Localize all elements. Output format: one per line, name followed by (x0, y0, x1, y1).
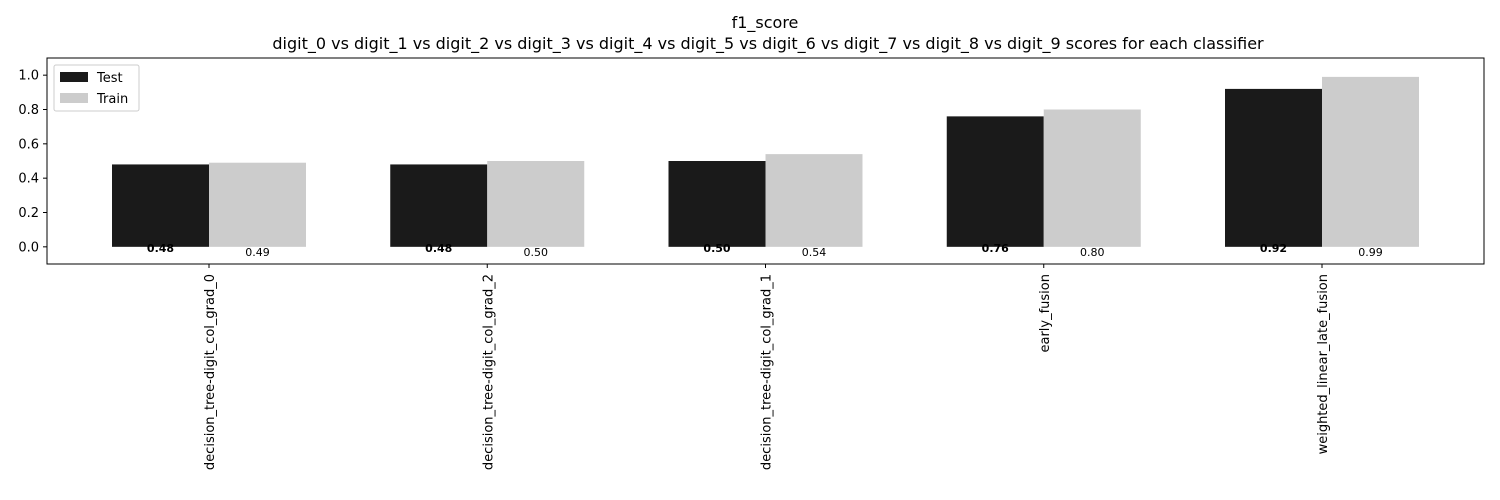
bar-test-2 (668, 161, 766, 247)
y-tick-label: 0.4 (18, 172, 39, 187)
data-label-test-1: 0.48 (425, 242, 452, 255)
y-tick-label: 0.6 (18, 137, 39, 152)
y-tick-label: 0.8 (18, 103, 39, 118)
category-label: weighted_linear_late_fusion (1316, 274, 1331, 454)
data-label-train-0: 0.49 (245, 246, 270, 259)
bar-train-4 (1322, 76, 1419, 247)
category-label: decision_tree-digit_col_grad_1 (760, 274, 775, 470)
data-label-train-2: 0.54 (802, 246, 827, 259)
data-label-test-0: 0.48 (147, 242, 174, 255)
data-label-train-1: 0.50 (524, 246, 549, 259)
data-label-train-3: 0.80 (1080, 246, 1105, 259)
bar-test-0 (112, 164, 209, 247)
bar-test-4 (1225, 88, 1322, 247)
category-label: early_fusion (1038, 274, 1053, 353)
bar-test-1 (390, 164, 488, 247)
bar-test-3 (946, 116, 1044, 247)
data-label-test-3: 0.76 (982, 242, 1009, 255)
legend-swatch-test (60, 72, 88, 82)
bars (112, 76, 1419, 247)
chart-title: f1_score (732, 13, 799, 33)
category-label: decision_tree-digit_col_grad_0 (203, 274, 218, 470)
legend-label-train: Train (96, 92, 128, 107)
bar-train-2 (765, 154, 863, 247)
bar-train-1 (487, 161, 585, 247)
chart-subtitle: digit_0 vs digit_1 vs digit_2 vs digit_3… (272, 34, 1264, 54)
legend-label-test: Test (96, 71, 123, 86)
bar-train-3 (1043, 109, 1141, 247)
y-tick-label: 0.2 (18, 206, 39, 221)
bar-train-0 (209, 162, 306, 247)
legend-swatch-train (60, 93, 88, 103)
y-axis: 0.0 0.2 0.4 0.6 0.8 1.0 (18, 69, 47, 255)
data-label-test-2: 0.50 (703, 242, 730, 255)
data-label-test-4: 0.92 (1260, 242, 1287, 255)
category-labels: decision_tree-digit_col_grad_0 decision_t… (203, 264, 1331, 470)
category-label: decision_tree-digit_col_grad_2 (481, 274, 496, 470)
y-tick-label: 1.0 (18, 69, 39, 84)
legend: Test Train (53, 64, 140, 112)
data-labels: 0.48 0.49 0.48 0.50 0.50 0.54 0.76 0.80 0.92 0.99 (147, 242, 1383, 259)
y-tick-label: 0.0 (18, 240, 39, 255)
data-label-train-4: 0.99 (1358, 246, 1383, 259)
